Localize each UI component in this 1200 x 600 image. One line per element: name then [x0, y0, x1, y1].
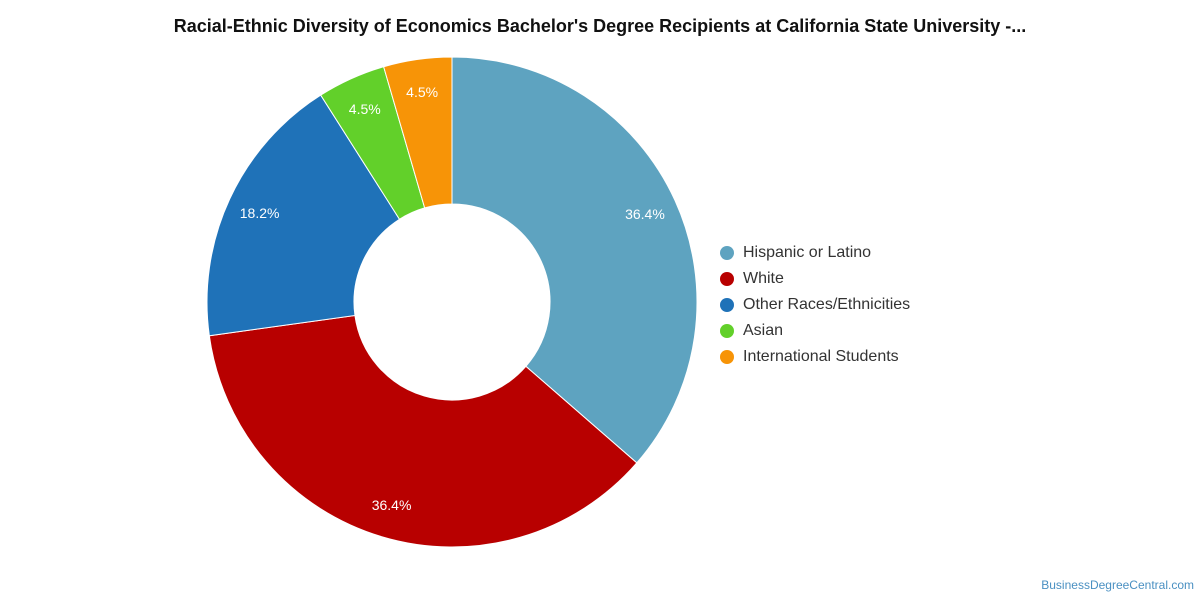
- slice-international-students[interactable]: [383, 56, 453, 209]
- legend-item-international-students[interactable]: International Students: [720, 344, 910, 370]
- chart-title: Racial-Ethnic Diversity of Economics Bac…: [173, 16, 1027, 36]
- data-label-international-students: 4.5%: [406, 84, 438, 100]
- data-label-hispanic-or-latino: 36.4%: [625, 206, 665, 222]
- legend-label: Other Races/Ethnicities: [743, 296, 911, 313]
- legend-label: White: [743, 270, 784, 287]
- chart-legend: Hispanic or Latino White Other Races/Ethni…: [720, 240, 910, 370]
- slice-other-races-ethnicities[interactable]: [206, 94, 401, 337]
- legend-marker: [720, 246, 734, 260]
- source-watermark: BusinessDegreeCentral.com: [1041, 578, 1194, 592]
- legend-item-other-races-ethnicities[interactable]: Other Races/Ethnicities: [720, 292, 910, 318]
- legend-marker: [720, 350, 734, 364]
- data-label-white: 36.4%: [372, 497, 412, 513]
- legend-label: International Students: [743, 348, 899, 365]
- slice-white[interactable]: [208, 314, 638, 548]
- legend-label: Hispanic or Latino: [743, 244, 872, 261]
- legend-label: Asian: [743, 322, 784, 339]
- data-label-asian: 4.5%: [349, 101, 381, 117]
- slice-hispanic-or-latino[interactable]: [451, 56, 698, 464]
- data-label-other-races-ethnicities: 18.2%: [240, 205, 280, 221]
- legend-item-asian[interactable]: Asian: [720, 318, 910, 344]
- legend-item-hispanic-or-latino[interactable]: Hispanic or Latino: [720, 240, 910, 266]
- legend-marker: [720, 272, 734, 286]
- legend-marker: [720, 298, 734, 312]
- legend-item-white[interactable]: White: [720, 266, 910, 292]
- legend-marker: [720, 324, 734, 338]
